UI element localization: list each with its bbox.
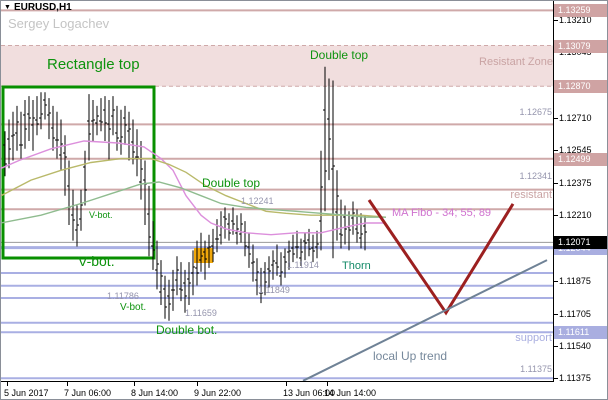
label-local-up-trend[interactable]: local Up trend [373, 349, 448, 363]
price-label-112341[interactable]: 1.12341 [519, 171, 552, 181]
price-tick-label-1.12710: 1.12710 [559, 112, 592, 123]
price-label-111786[interactable]: 1.11786 [107, 291, 139, 301]
ma-line-fibo-89 [1, 181, 386, 224]
price-tick-mark [554, 19, 558, 21]
price-bar-open-close-ticks [3, 99, 367, 308]
price-badge-1.13259: 1.13259 [554, 4, 607, 18]
price-tick-mark [554, 280, 558, 282]
chart-plot-area[interactable]: ▼ EURUSD,H1 Sergey Logachev Rectangle top… [1, 1, 554, 387]
price-tick-mark [554, 149, 558, 151]
label-resistant-zone[interactable]: Resistant Zone [479, 56, 553, 68]
price-tick-mark [554, 313, 558, 315]
price-label-111659[interactable]: 1.11659 [185, 308, 217, 318]
label-thorn[interactable]: Thorn [342, 260, 371, 272]
rectangle-top-box[interactable] [1, 85, 156, 260]
price-chart [1, 1, 554, 386]
price-tick-mark [554, 346, 558, 347]
label-double-bot[interactable]: Double bot. [156, 323, 218, 337]
highlight-candle-box[interactable] [194, 248, 213, 263]
price-label-111914[interactable]: 1.11914 [287, 260, 319, 270]
ma-line-fibo-34 [1, 140, 386, 236]
time-label: 5 Jun 2017 [4, 388, 49, 398]
price-tick-label-1.13210: 1.13210 [559, 14, 592, 25]
symbol-title-label: EURUSD,H1 [13, 2, 72, 13]
price-badge-1.12870: 1.12870 [554, 80, 607, 94]
price-tick-mark [554, 52, 558, 54]
ma-line-fibo-55 [1, 157, 387, 218]
price-badge-1.11611: 1.11611 [554, 326, 607, 340]
price-axis: 1.132101.130451.127101.125451.123751.122… [554, 1, 607, 387]
projected-v-path[interactable] [367, 199, 515, 316]
local-up-trendline[interactable] [302, 259, 548, 382]
price-label-111375[interactable]: 1.11375 [520, 364, 552, 374]
label-v-bot-large[interactable]: V-bot. [78, 253, 115, 269]
price-tick-mark [554, 215, 558, 217]
watermark-author: Sergey Logachev [8, 16, 110, 31]
label-double-top-1[interactable]: Double top [202, 176, 261, 190]
time-axis: 5 Jun 2017 7 Jun 06:00 8 Jun 14:00 9 Jun 22… [1, 387, 554, 399]
price-label-112241[interactable]: 1.12241 [241, 196, 274, 206]
price-tick-label-1.11375: 1.11375 [559, 373, 591, 384]
price-tick-label-1.11540: 1.11540 [559, 341, 591, 351]
price-tick-mark [554, 183, 558, 184]
time-label: 8 Jun 14:00 [131, 388, 179, 398]
time-label: 9 Jun 22:00 [194, 388, 242, 398]
price-badge-1.12499: 1.12499 [554, 152, 607, 166]
price-badge-1.12071: 1.12071 [554, 236, 607, 250]
label-support[interactable]: support [515, 332, 552, 344]
label-resistant[interactable]: resistant [510, 189, 552, 201]
price-tick-label-1.12210: 1.12210 [559, 210, 592, 221]
label-double-top-2[interactable]: Double top [310, 48, 369, 62]
price-tick-mark [554, 117, 558, 119]
time-label: 7 Jun 06:00 [64, 388, 112, 398]
time-label: 13 Jun 06:00 [283, 388, 336, 398]
price-tick-label-1.12545: 1.12545 [559, 144, 592, 155]
time-label: 14 Jun 14:00 [324, 388, 377, 398]
price-tick-label-1.12375: 1.12375 [559, 178, 592, 188]
resistant-zone-area[interactable] [1, 45, 554, 87]
label-v-bot-small[interactable]: V-bot. [89, 210, 113, 220]
price-label-111849[interactable]: 1.11849 [258, 285, 290, 295]
price-badge-1.13079: 1.13079 [554, 39, 607, 53]
price-tick-mark [554, 378, 558, 380]
label-v-bot-mid[interactable]: V-bot. [120, 302, 147, 313]
price-label-112675[interactable]: 1.12675 [519, 107, 552, 117]
price-tick-label-1.11875: 1.11875 [559, 275, 591, 286]
price-tick-label-1.11705: 1.11705 [559, 308, 591, 319]
label-ma-fibo[interactable]: MA Fibo - 34; 55; 89 [392, 207, 492, 219]
symbol-dropdown-caret[interactable]: ▼ [4, 3, 11, 11]
symbol-title[interactable]: ▼ EURUSD,H1 [4, 2, 72, 13]
label-rectangle-top[interactable]: Rectangle top [47, 56, 140, 73]
